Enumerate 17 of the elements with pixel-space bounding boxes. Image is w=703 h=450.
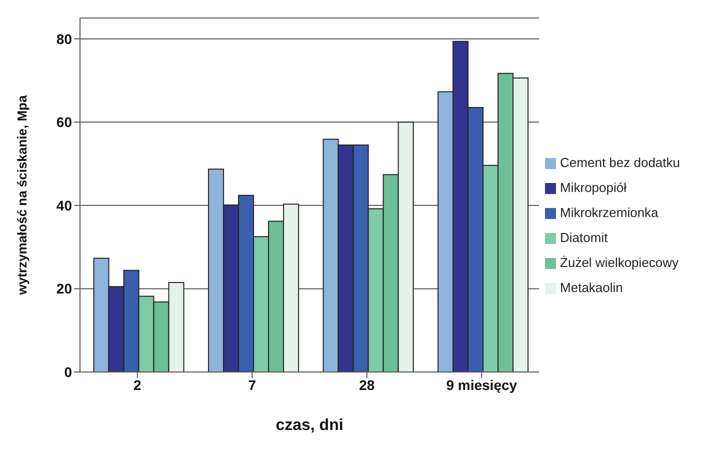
y-tick-label: 60 (56, 114, 72, 130)
legend-label: Żużel wielkopiecowy (560, 255, 679, 270)
y-tick-label: 80 (56, 30, 72, 47)
x-tick-label: 9 miesięcy (446, 376, 518, 393)
y-axis-title: wytrzymałość na ściskanie, Mpa (14, 94, 30, 296)
legend-label: Mikrokrzemionka (560, 205, 658, 220)
y-tick-label: 40 (56, 197, 72, 214)
legend-label: Mikropopiół (560, 180, 627, 195)
x-axis-title: czas, dni (276, 417, 344, 434)
x-tick-label: 2 (133, 376, 142, 393)
legend-label: Metakaolin (560, 280, 623, 295)
legend-label: Diatomit (560, 230, 608, 245)
x-tick-label: 28 (359, 376, 375, 393)
legend-label: Cement bez dodatku (560, 155, 680, 170)
x-tick-label: 7 (248, 376, 256, 393)
y-tick-label: 0 (64, 364, 72, 380)
y-tick-label: 20 (56, 280, 72, 297)
